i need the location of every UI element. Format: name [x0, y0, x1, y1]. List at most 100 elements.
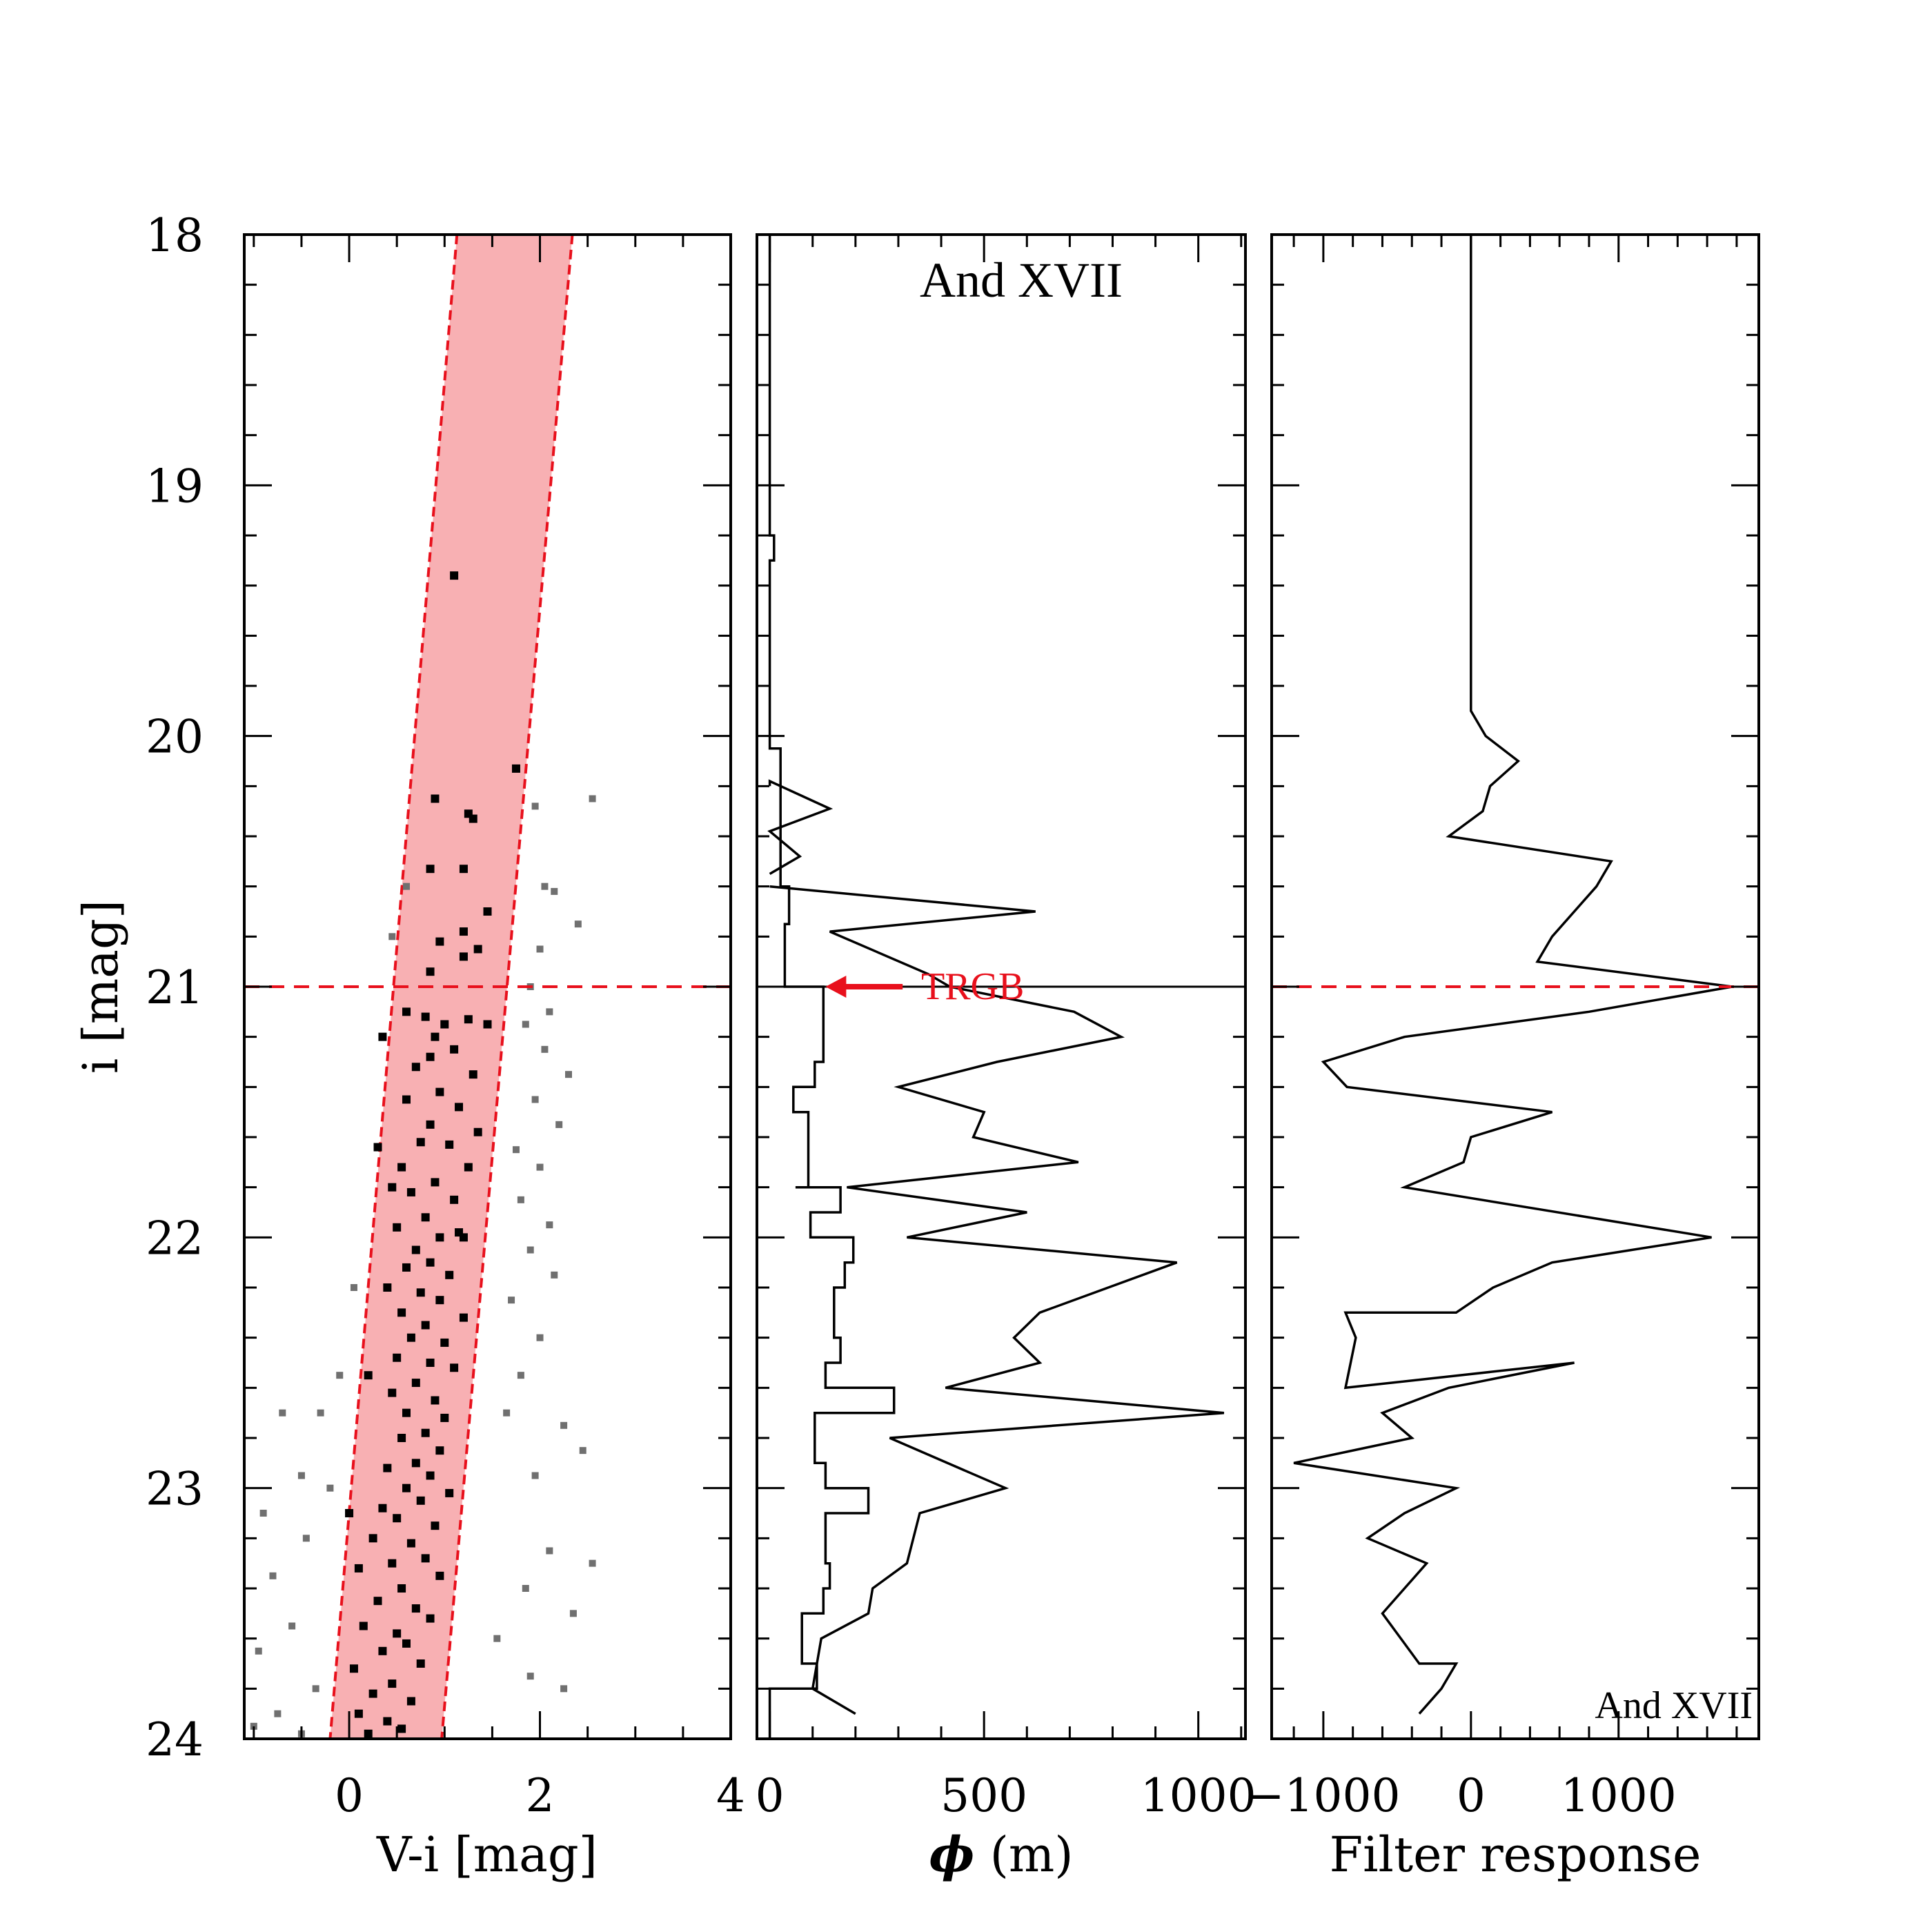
field-star: [546, 1221, 553, 1229]
member-star: [345, 1509, 354, 1517]
member-star: [426, 1258, 435, 1267]
field-star: [589, 795, 596, 802]
member-star: [435, 1087, 444, 1096]
member-star: [354, 1709, 363, 1718]
member-star: [435, 1446, 444, 1455]
member-star: [378, 1504, 387, 1512]
member-star: [359, 1621, 368, 1630]
member-star: [373, 1143, 382, 1152]
member-star: [383, 1283, 392, 1292]
member-star: [406, 1187, 415, 1196]
member-star: [402, 1408, 411, 1417]
filter-frame: [1270, 233, 1760, 1740]
member-star: [473, 1127, 482, 1136]
member-star: [455, 1103, 464, 1112]
member-star: [393, 1353, 402, 1362]
cmd-xlabel: V-i [mag]: [376, 1826, 598, 1883]
field-star: [569, 1610, 577, 1617]
field-star: [560, 1421, 568, 1429]
filter-panel: −1000 0 1000 And XVII Filter response: [1246, 233, 1760, 1883]
x-tick-label: 1000: [1141, 1769, 1256, 1822]
field-star: [541, 883, 549, 890]
y-tick-label: 20: [146, 711, 204, 764]
member-star: [397, 1163, 406, 1172]
field-star: [259, 1510, 267, 1517]
member-star: [402, 1263, 411, 1272]
member-star: [469, 814, 477, 823]
member-star: [378, 1032, 387, 1041]
member-star: [435, 1233, 444, 1242]
member-star: [435, 1296, 444, 1305]
member-star: [411, 1245, 420, 1254]
field-star: [555, 1121, 563, 1128]
field-star: [536, 1163, 544, 1171]
member-star: [402, 1483, 411, 1492]
member-star: [450, 1195, 459, 1204]
member-star: [421, 1428, 430, 1437]
member-star: [383, 1717, 392, 1726]
x-tick-label: 4: [716, 1769, 745, 1822]
y-tick-label: 22: [146, 1212, 204, 1265]
field-star: [522, 1021, 529, 1028]
field-star: [493, 1635, 501, 1642]
field-star: [517, 1196, 524, 1203]
cmd-ylabel: i [mag]: [72, 900, 129, 1074]
member-star: [426, 1120, 435, 1129]
member-star: [411, 1379, 420, 1388]
x-tick-label: 0: [335, 1769, 364, 1822]
member-star: [393, 1514, 402, 1523]
member-star: [435, 1571, 444, 1580]
member-star: [473, 945, 482, 954]
member-star: [459, 927, 468, 936]
field-star: [589, 1559, 596, 1567]
member-star: [450, 1363, 459, 1372]
x-tick-label: 2: [526, 1769, 555, 1822]
x-tick-label: 1000: [1561, 1769, 1677, 1822]
member-star: [406, 1539, 415, 1548]
member-star: [426, 1359, 435, 1367]
member-star: [435, 937, 444, 946]
field-star: [536, 1334, 544, 1341]
member-star: [406, 1333, 415, 1342]
field-star: [546, 1008, 553, 1016]
member-star: [388, 1388, 397, 1397]
field-star: [565, 1071, 572, 1078]
field-star: [297, 1472, 305, 1479]
member-star: [393, 1629, 402, 1638]
field-star: [517, 1372, 524, 1379]
phi-curve: [769, 885, 1225, 1715]
field-star: [274, 1710, 282, 1717]
phi-symbol: ϕ: [929, 1826, 974, 1883]
field-star: [531, 1096, 539, 1103]
filter-xlabel: Filter response: [1330, 1826, 1702, 1883]
x-tick-label: 0: [756, 1769, 785, 1822]
member-star: [431, 1178, 440, 1187]
member-star: [431, 1396, 440, 1405]
field-star: [522, 1585, 529, 1592]
field-star: [574, 920, 582, 928]
phi-small-peaks: [767, 779, 834, 876]
field-star: [326, 1484, 334, 1492]
member-star: [440, 1338, 449, 1347]
member-star: [397, 1584, 406, 1593]
phi-panel: 0 500 1000 And XVII TRGB ϕ (m): [756, 233, 1256, 1883]
member-star: [368, 1689, 377, 1698]
band-right-edge: [440, 235, 574, 1739]
member-star: [440, 1020, 449, 1029]
field-star: [302, 1535, 310, 1542]
member-star: [364, 1729, 373, 1738]
member-star: [421, 1012, 430, 1021]
field-star: [560, 1685, 568, 1693]
member-star: [469, 1070, 477, 1079]
member-star: [388, 1183, 397, 1192]
y-tick-label: 24: [146, 1713, 204, 1766]
x-tick-label: 500: [940, 1769, 1027, 1822]
member-star: [416, 1496, 425, 1505]
member-star: [397, 1724, 406, 1733]
member-star: [445, 1270, 454, 1279]
member-star: [402, 1095, 411, 1104]
member-star: [459, 865, 468, 874]
phi-annotation: And XVII: [920, 253, 1123, 308]
